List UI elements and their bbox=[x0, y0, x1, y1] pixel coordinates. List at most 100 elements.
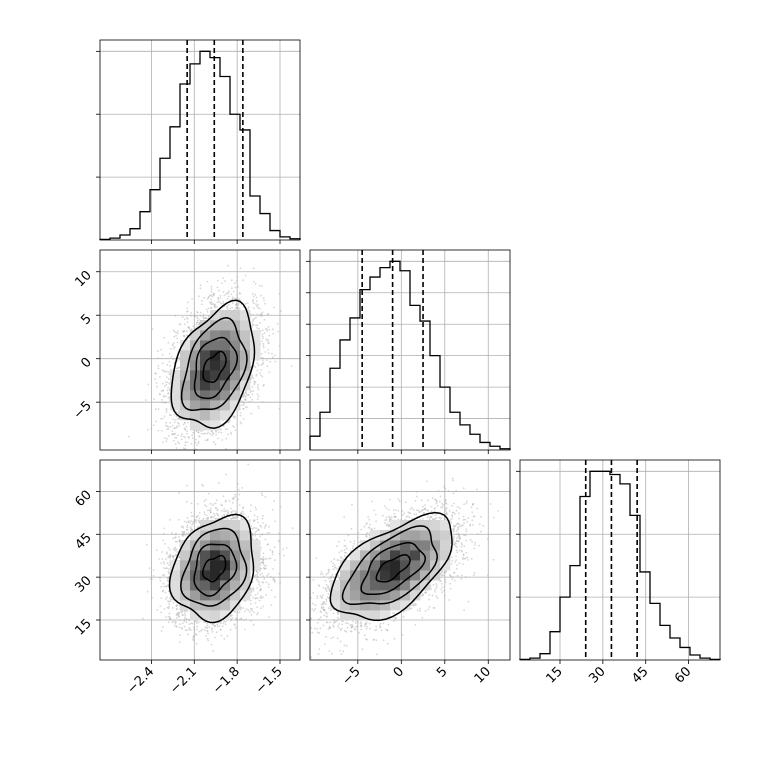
density-cells bbox=[330, 520, 451, 621]
contour-3 bbox=[329, 511, 453, 622]
x-tick-label-0-3: −1.5 bbox=[253, 664, 286, 697]
x-tick-label-2-3: 60 bbox=[672, 664, 694, 686]
density-cell bbox=[440, 560, 451, 571]
density-cell bbox=[400, 560, 411, 571]
density-cell bbox=[190, 340, 201, 351]
density-cell bbox=[180, 600, 191, 611]
density-cell bbox=[350, 570, 361, 581]
density-cell bbox=[350, 580, 361, 591]
panel-1-2 bbox=[310, 460, 510, 660]
density-cell bbox=[220, 550, 231, 561]
panel-frame-1-2 bbox=[309, 459, 511, 661]
histogram-frame-1 bbox=[309, 249, 511, 451]
density-cell bbox=[230, 340, 241, 351]
density-cell bbox=[330, 600, 341, 611]
density-cell bbox=[230, 560, 241, 571]
density-cell bbox=[440, 550, 451, 561]
density-cell bbox=[440, 530, 451, 541]
histogram-step-1 bbox=[309, 260, 511, 450]
y-tick-label-1-3: 10 bbox=[73, 268, 95, 290]
contour-0 bbox=[202, 350, 227, 383]
density-cell bbox=[220, 340, 231, 351]
density-cell bbox=[410, 580, 421, 591]
density-cell bbox=[370, 530, 381, 541]
contour-0 bbox=[201, 554, 227, 583]
density-cell bbox=[340, 600, 351, 611]
density-cell bbox=[420, 540, 431, 551]
density-cell bbox=[170, 590, 181, 601]
density-cell bbox=[200, 570, 211, 581]
density-cell bbox=[360, 570, 371, 581]
density-cell bbox=[200, 530, 211, 541]
density-cell bbox=[200, 580, 211, 591]
density-cell bbox=[220, 600, 231, 611]
density-cell bbox=[190, 530, 201, 541]
density-cell bbox=[230, 360, 241, 371]
density-cell bbox=[240, 360, 251, 371]
contour-2 bbox=[180, 527, 248, 607]
density-cell bbox=[350, 600, 361, 611]
y-tick-label-2-0: 15 bbox=[73, 616, 95, 638]
density-cell bbox=[170, 380, 181, 391]
density-cell bbox=[230, 400, 241, 411]
density-cell bbox=[180, 400, 191, 411]
density-cell bbox=[220, 570, 231, 581]
density-cell bbox=[370, 550, 381, 561]
density-cell bbox=[170, 390, 181, 401]
density-cell bbox=[180, 580, 191, 591]
density-cell bbox=[240, 320, 251, 331]
density-cell bbox=[180, 390, 191, 401]
density-cell bbox=[360, 550, 371, 561]
density-cell bbox=[340, 590, 351, 601]
density-cell bbox=[230, 350, 241, 361]
x-tick-label-1-2: 5 bbox=[434, 664, 450, 680]
density-cell bbox=[220, 310, 231, 321]
density-cell bbox=[200, 330, 211, 341]
density-cell bbox=[220, 370, 231, 381]
density-cell bbox=[230, 330, 241, 341]
density-cell bbox=[220, 580, 231, 591]
density-cell bbox=[230, 390, 241, 401]
panel-frame-0-2 bbox=[99, 459, 301, 661]
density-cell bbox=[230, 520, 241, 531]
density-cell bbox=[360, 590, 371, 601]
density-cell bbox=[240, 580, 251, 591]
density-cell bbox=[190, 330, 201, 341]
density-cell bbox=[410, 550, 421, 561]
density-cell bbox=[190, 390, 201, 401]
density-cell bbox=[240, 330, 251, 341]
density-cell bbox=[350, 550, 361, 561]
density-cell bbox=[370, 580, 381, 591]
density-cell bbox=[210, 320, 221, 331]
density-cell bbox=[400, 600, 411, 611]
density-cell bbox=[190, 550, 201, 561]
panel-content bbox=[127, 264, 293, 450]
density-cell bbox=[240, 350, 251, 361]
histogram-param-0 bbox=[96, 40, 301, 241]
density-cell bbox=[350, 560, 361, 571]
density-cell bbox=[380, 570, 391, 581]
density-cell bbox=[180, 380, 191, 391]
density-cell bbox=[210, 340, 221, 351]
density-cell bbox=[250, 550, 261, 561]
density-cell bbox=[230, 530, 241, 541]
density-cell bbox=[190, 400, 201, 411]
density-cell bbox=[370, 540, 381, 551]
density-cell bbox=[200, 550, 211, 561]
x-tick-label-0-2: −1.8 bbox=[210, 664, 243, 697]
density-cell bbox=[190, 560, 201, 571]
density-cell bbox=[190, 410, 201, 421]
density-cell bbox=[230, 590, 241, 601]
density-cell bbox=[250, 560, 261, 571]
contour-2 bbox=[180, 317, 248, 411]
x-tick-label-1-0: −5 bbox=[339, 664, 363, 688]
x-tick-label-1-3: 10 bbox=[472, 664, 494, 686]
density-cell bbox=[350, 590, 361, 601]
density-cell bbox=[430, 550, 441, 561]
density-cell bbox=[220, 410, 231, 421]
density-cell bbox=[180, 360, 191, 371]
density-cell bbox=[420, 520, 431, 531]
density-cell bbox=[180, 350, 191, 361]
density-cell bbox=[210, 610, 221, 621]
y-tick-label-2-3: 60 bbox=[73, 488, 95, 510]
